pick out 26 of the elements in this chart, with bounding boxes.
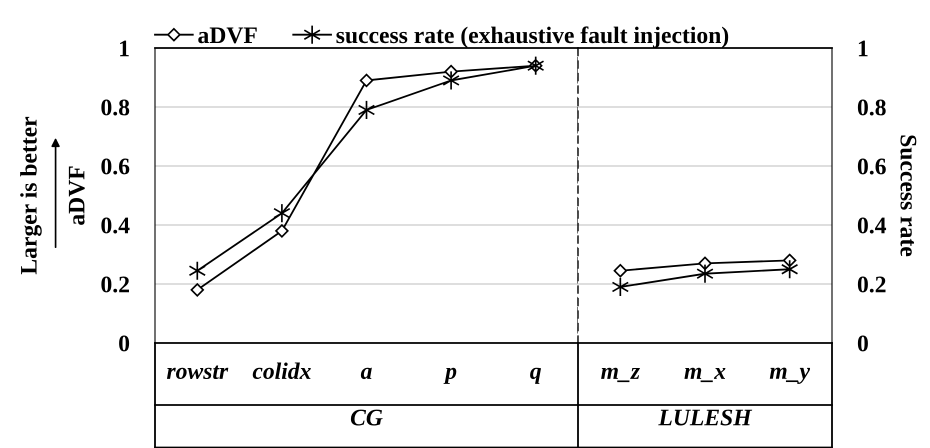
x-tick-label: colidx [252, 362, 311, 380]
legend-label: success rate (exhaustive fault injection) [336, 26, 728, 48]
y-tick-label: 0.6 [858, 158, 886, 175]
y-tick-label: 0.2 [101, 276, 129, 293]
y-tick-label: 0 [119, 335, 130, 352]
y-tick-label: 0.8 [858, 99, 886, 116]
x-tick-label: rowstr [166, 366, 228, 380]
x-axis-title: CG [350, 410, 383, 426]
y-tick-label: 1 [120, 40, 129, 56]
y-tick-label: 0.2 [858, 276, 886, 293]
x-tick-label: a [360, 368, 372, 380]
x-tick-label: q [530, 368, 542, 384]
x-tick-label: m_y [770, 368, 810, 384]
x-tick-label: p [444, 368, 456, 384]
y-tick-label: 0.4 [858, 217, 886, 234]
y-tick-label: 0.6 [101, 158, 130, 175]
y-axis-title: Success rate [900, 135, 916, 256]
y-tick-label: 0 [858, 335, 868, 352]
x-tick-label: m_x [684, 368, 726, 382]
y-axis-title: Larger is better aDVF [20, 116, 85, 274]
y-tick-label: 0.8 [101, 99, 130, 116]
legend-label: aDVF [198, 28, 257, 44]
y-tick-label: 0.4 [101, 217, 130, 234]
x-tick-label: m_z [601, 368, 640, 382]
x-axis-title: LULESH [658, 410, 752, 426]
y-tick-label: 1 [858, 40, 868, 56]
